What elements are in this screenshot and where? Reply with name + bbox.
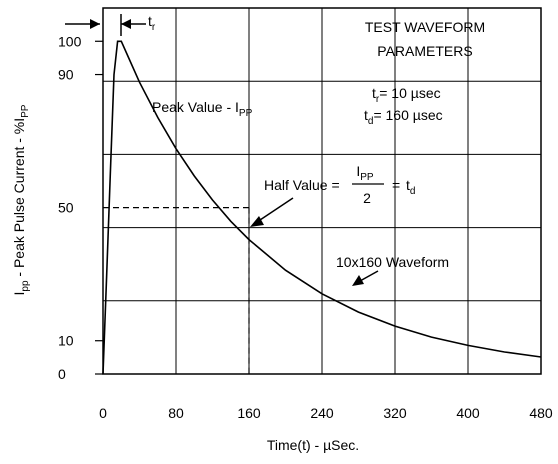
- grid-lines: [103, 8, 541, 374]
- svg-text:IPP: IPP: [356, 163, 374, 183]
- x-tick-label: 0: [99, 405, 107, 421]
- td-parameter: td= 160 µsec: [364, 107, 443, 127]
- y-tick-label: 100: [58, 33, 82, 49]
- y-tick-label: 90: [58, 67, 74, 83]
- waveform-arrow: [352, 270, 379, 286]
- tr-marker-label: tr: [148, 13, 156, 33]
- y-tick-label: 50: [58, 200, 74, 216]
- rise-time-marker: [65, 14, 146, 36]
- y-tick-label: 0: [58, 366, 66, 382]
- peak-value-label: Peak Value - IPP: [152, 99, 253, 119]
- svg-text:Half Value =: Half Value =: [264, 177, 340, 193]
- params-title-line-2: PARAMETERS: [377, 43, 472, 59]
- waveform-label: 10x160 Waveform: [336, 254, 449, 270]
- x-tick-label: 400: [456, 405, 480, 421]
- half-value-label: Half Value = IPP 2 = td: [264, 163, 415, 206]
- y-tick-label: 10: [58, 333, 74, 349]
- half-value-arrow: [250, 197, 294, 227]
- svg-text:td: td: [406, 177, 415, 197]
- y-tick-labels: 0 10 50 90 100: [58, 33, 103, 382]
- x-tick-label: 240: [310, 405, 334, 421]
- half-value-reference-lines: [103, 207, 250, 374]
- series-line: [102, 40, 542, 375]
- x-tick-labels: 0 80 160 240 320 400 480: [99, 405, 553, 421]
- y-axis-label: Ipp - Peak Pulse Current - %IPP: [11, 104, 31, 295]
- x-axis-label: Time(t) - µSec.: [267, 437, 359, 453]
- x-tick-label: 80: [168, 405, 184, 421]
- svg-text:=: =: [392, 177, 400, 193]
- svg-text:2: 2: [363, 190, 371, 206]
- plot-frame: [102, 7, 542, 375]
- x-tick-label: 480: [529, 405, 553, 421]
- x-tick-label: 160: [237, 405, 261, 421]
- tr-parameter: tr= 10 µsec: [372, 85, 441, 105]
- x-tick-label: 320: [383, 405, 407, 421]
- params-title-line-1: TEST WAVEFORM: [365, 19, 485, 35]
